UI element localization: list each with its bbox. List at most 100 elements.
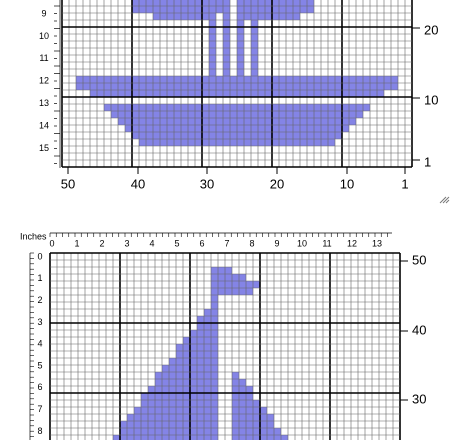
right-label: 10 <box>424 92 438 107</box>
row-label: 7 <box>37 404 42 414</box>
resize-grip[interactable] <box>439 196 450 204</box>
bottom-label: 20 <box>270 176 284 191</box>
stitch <box>176 351 211 358</box>
inch-label: 13 <box>372 238 382 248</box>
row-label: 0 <box>37 251 42 261</box>
stitch <box>237 13 300 20</box>
stitch <box>211 365 218 372</box>
row-label: 2 <box>37 295 42 305</box>
stitch <box>251 69 258 76</box>
stitch <box>120 428 211 435</box>
row-label: 11 <box>39 53 48 63</box>
inch-label: 5 <box>174 238 179 248</box>
inches-label: Inches <box>20 231 47 241</box>
stitch <box>176 344 211 351</box>
stitch <box>211 386 218 393</box>
stitch <box>211 421 218 428</box>
stitch <box>211 309 218 316</box>
stitch <box>211 393 218 400</box>
stitch <box>251 27 258 34</box>
grid <box>49 0 413 440</box>
stitch <box>120 421 211 428</box>
inch-label: 1 <box>74 238 79 248</box>
stitch <box>237 62 244 69</box>
row-label: 14 <box>39 120 49 130</box>
stitch <box>190 330 211 337</box>
stitch <box>211 407 218 414</box>
stitch <box>223 0 230 6</box>
stitch <box>251 20 258 27</box>
row-label: 12 <box>39 76 49 86</box>
stitch <box>211 281 218 288</box>
stitch <box>211 267 218 274</box>
inch-label: 12 <box>347 238 357 248</box>
row-label: 1 <box>37 273 42 283</box>
row-label: 5 <box>37 360 42 370</box>
right-label: 30 <box>412 391 426 406</box>
stitch <box>232 372 239 379</box>
stitch <box>153 13 216 20</box>
stitch <box>211 337 218 344</box>
stitch <box>251 34 258 41</box>
stitch <box>237 55 244 62</box>
bottom-label: 40 <box>131 176 145 191</box>
stitch <box>237 20 244 27</box>
inch-label: 9 <box>274 238 279 248</box>
bottom-label: 1 <box>401 176 408 191</box>
right-label: 1 <box>424 154 431 169</box>
stitch <box>237 41 244 48</box>
row-label: 8 <box>37 426 42 436</box>
stitch <box>211 344 218 351</box>
stitch <box>211 372 218 379</box>
row-label: 13 <box>39 98 49 108</box>
stitch <box>209 27 216 34</box>
stitch <box>232 393 253 400</box>
stitch <box>211 351 218 358</box>
stitch <box>237 0 244 6</box>
right-label: 50 <box>412 252 426 267</box>
stitch <box>211 379 218 386</box>
stitch <box>211 274 218 281</box>
stitch <box>232 407 267 414</box>
stitch <box>223 27 230 34</box>
stitch <box>218 288 253 295</box>
inch-label: 0 <box>49 238 54 248</box>
inch-label: 3 <box>124 238 129 248</box>
row-label: 15 <box>39 143 49 153</box>
stitch <box>237 48 244 55</box>
bottom-label: 10 <box>340 176 354 191</box>
inch-label: 10 <box>297 238 307 248</box>
stitch <box>251 48 258 55</box>
stitch <box>223 13 230 20</box>
stitch <box>132 6 223 13</box>
stitch <box>223 34 230 41</box>
stitch <box>223 62 230 69</box>
stitch <box>223 41 230 48</box>
stitch <box>251 55 258 62</box>
right-label: 40 <box>412 322 426 337</box>
stitch <box>237 27 244 34</box>
stitch <box>211 400 218 407</box>
stitch <box>251 62 258 69</box>
stitch <box>211 358 218 365</box>
row-label: 6 <box>37 382 42 392</box>
inch-label: 6 <box>199 238 204 248</box>
stitch <box>209 69 216 76</box>
right-label: 20 <box>424 22 438 37</box>
row-label: 9 <box>41 8 46 18</box>
inch-label: 4 <box>149 238 154 248</box>
stitch <box>223 48 230 55</box>
row-label: 10 <box>39 31 49 41</box>
inch-label: 2 <box>99 238 104 248</box>
inch-label: 11 <box>322 238 331 248</box>
bottom-label: 30 <box>200 176 214 191</box>
row-label: 4 <box>37 339 42 349</box>
stitch <box>211 295 218 302</box>
stitch <box>209 34 216 41</box>
bottom-label: 50 <box>61 176 75 191</box>
stitch <box>211 428 218 435</box>
stitch <box>211 316 218 323</box>
stitch <box>237 0 314 6</box>
stitch <box>232 386 253 393</box>
